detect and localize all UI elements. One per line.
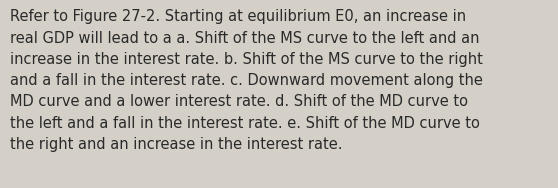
Text: Refer to Figure 27-2. Starting at equilibrium E0, an increase in
real GDP will l: Refer to Figure 27-2. Starting at equili… bbox=[10, 9, 483, 152]
